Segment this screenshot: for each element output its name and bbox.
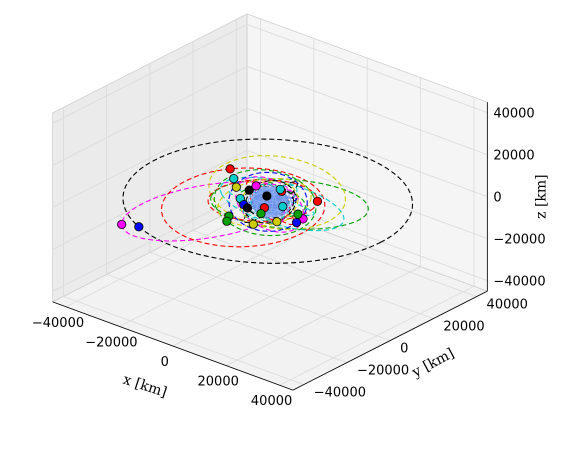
- satellite-marker: [244, 185, 254, 195]
- satellite-marker: [262, 191, 272, 201]
- y-tick-label: 20000: [443, 320, 484, 335]
- orbit-path: [228, 171, 308, 232]
- z-axis-label: z [km]: [533, 174, 549, 219]
- x-tick-label: 0: [161, 355, 169, 370]
- satellite-marker: [222, 216, 232, 226]
- y-tick-label: 40000: [487, 298, 528, 313]
- satellite-marker: [256, 208, 266, 219]
- y-tick-label: −20000: [357, 364, 409, 379]
- satellite-markers: [117, 164, 323, 232]
- orbit-path: [228, 189, 315, 216]
- z-tick-label: 0: [493, 191, 501, 206]
- z-tick-label: −40000: [493, 275, 545, 290]
- orbit-path: [217, 177, 312, 227]
- z-tick-label: 40000: [493, 107, 534, 122]
- tick-labels: −40000−2000002000040000−40000−2000002000…: [32, 107, 546, 410]
- satellite-marker: [251, 181, 261, 191]
- x-axis-line: [52, 301, 294, 391]
- grid-back-z: [246, 108, 488, 197]
- x-axis-label: x [km]: [121, 372, 169, 401]
- satellite-marker: [231, 182, 241, 192]
- y-axis-label: y [km]: [409, 345, 457, 381]
- satellite-marker: [229, 173, 239, 184]
- grid-left-z: [52, 108, 248, 208]
- x-tick-label: −20000: [85, 335, 137, 350]
- grid-floor-x: [279, 285, 475, 386]
- z-tick-label: −20000: [493, 233, 545, 248]
- orbit-path: [122, 138, 414, 264]
- x-tick-label: 20000: [198, 375, 239, 390]
- satellite-marker: [293, 209, 303, 219]
- grid-back-z: [246, 66, 488, 155]
- satellite-marker: [275, 184, 285, 194]
- orbit-path: [160, 167, 326, 248]
- satellite-marker: [312, 196, 323, 206]
- grid-floor-y: [192, 230, 434, 319]
- y-tick-label: 0: [400, 342, 408, 357]
- satellite-marker: [225, 164, 235, 174]
- x-tick-label: 40000: [251, 394, 292, 409]
- grid-lines: [52, 18, 488, 391]
- x-tick-label: −40000: [32, 316, 84, 331]
- grid-floor-y: [149, 252, 391, 341]
- grid-back-z: [246, 24, 488, 113]
- y-axis-line: [292, 290, 488, 391]
- satellite-marker: [242, 203, 252, 213]
- satellite-marker: [117, 219, 127, 230]
- satellite-marker: [291, 218, 302, 228]
- y-tick-label: −40000: [314, 386, 366, 401]
- z-tick-label: 20000: [493, 149, 534, 164]
- orbit-path: [213, 169, 317, 237]
- orbit-path: [235, 176, 305, 233]
- orbit-path: [207, 179, 319, 222]
- satellite-marker: [272, 217, 282, 227]
- satellite-marker: [248, 219, 258, 229]
- grid-left-z: [52, 24, 248, 124]
- satellite-marker: [278, 201, 288, 212]
- grid-left-z: [52, 66, 248, 166]
- satellite-marker: [134, 222, 144, 232]
- grid-floor-x: [226, 266, 421, 366]
